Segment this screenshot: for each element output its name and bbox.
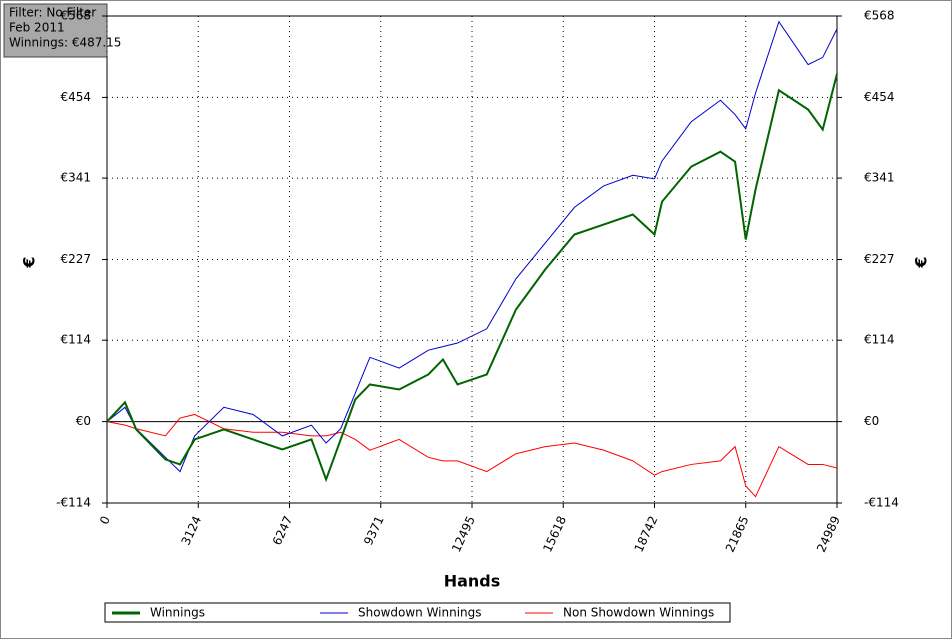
y-tick-label: -€114 bbox=[56, 496, 91, 510]
y-tick-label: €454 bbox=[60, 90, 91, 104]
legend-label: Winnings bbox=[150, 606, 205, 620]
line-series bbox=[106, 20, 838, 473]
line-series bbox=[106, 73, 838, 483]
y2-tick-label: €114 bbox=[864, 333, 895, 347]
info-text: Filter: No Filter bbox=[9, 6, 96, 20]
y-tick-label: €568 bbox=[60, 9, 91, 23]
y2-tick-label: €568 bbox=[864, 9, 895, 23]
y-axis-label: € bbox=[20, 256, 39, 268]
legend bbox=[104, 602, 731, 623]
legend-label: Non Showdown Winnings bbox=[563, 606, 714, 620]
y2-tick-label: €227 bbox=[864, 252, 895, 266]
legend-label: Showdown Winnings bbox=[358, 606, 482, 620]
y-tick-label: €114 bbox=[60, 333, 91, 347]
info-text: Winnings: €487.15 bbox=[9, 36, 121, 50]
y2-tick-label: €454 bbox=[864, 90, 895, 104]
line-series bbox=[106, 413, 838, 498]
y2-axis-label: € bbox=[912, 256, 931, 268]
y2-tick-label: -€114 bbox=[864, 496, 899, 510]
x-axis-label: Hands bbox=[444, 572, 501, 591]
y2-tick-label: €341 bbox=[864, 171, 895, 185]
y-tick-label: €0 bbox=[76, 414, 91, 428]
info-text: Feb 2011 bbox=[9, 21, 65, 35]
y2-tick-label: €0 bbox=[864, 414, 879, 428]
info-box bbox=[3, 3, 108, 58]
y-tick-label: €341 bbox=[60, 171, 91, 185]
y-tick-label: €227 bbox=[60, 252, 91, 266]
